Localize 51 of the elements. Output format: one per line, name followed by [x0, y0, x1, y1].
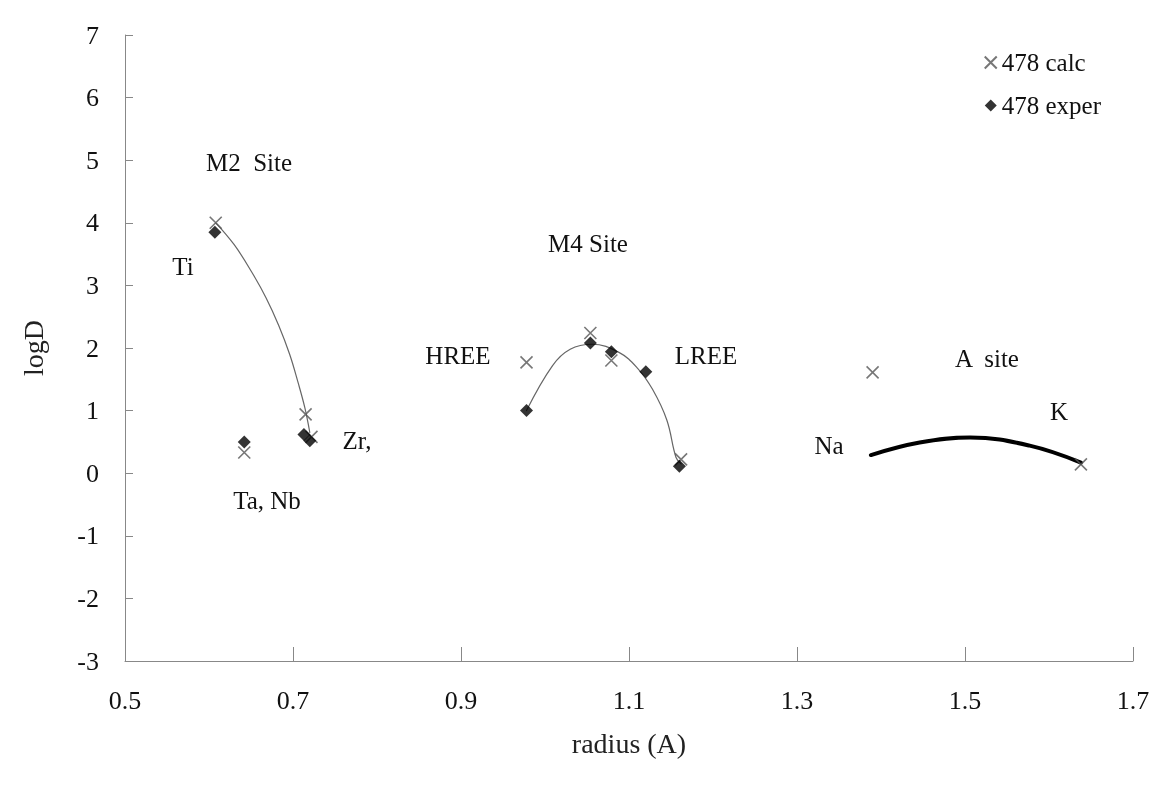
line-series: [868, 435, 1083, 465]
x-tick-label: 0.7: [276, 685, 310, 715]
y-tick-label: 1: [86, 396, 99, 426]
annotation: M2 Site: [205, 148, 293, 176]
annotation: Ti: [172, 252, 194, 280]
y-tick-label: 0: [86, 458, 99, 488]
point: [865, 365, 880, 380]
x-tick-label: 0.5: [108, 685, 142, 715]
point: [674, 452, 688, 467]
annotation: LREE: [674, 341, 738, 369]
point: [604, 353, 619, 368]
point: [519, 355, 534, 370]
annotation: HREE: [425, 341, 491, 369]
point: [639, 365, 653, 379]
annotation: Ta, Nb: [233, 486, 301, 514]
x-tick-label: 1.1: [612, 685, 646, 715]
annotation: Na: [814, 431, 844, 459]
x-tick-label: 0.9: [444, 685, 478, 715]
annotation: A site: [955, 344, 1019, 372]
point: [208, 216, 223, 230]
y-tick-label: 5: [86, 145, 99, 175]
point: [583, 326, 598, 340]
point: [520, 404, 534, 418]
x-tick-label: 1.5: [948, 685, 982, 715]
point: [1074, 457, 1088, 472]
annotation: K: [1049, 397, 1069, 425]
y-axis-title: logD: [17, 320, 49, 376]
point: [297, 427, 311, 441]
y-tick-label: 2: [86, 333, 99, 363]
point: [672, 459, 686, 473]
legend-label: 478 calc: [1001, 49, 1086, 76]
y-tick-label: -3: [77, 646, 99, 676]
y-tick-label: 6: [86, 83, 99, 113]
point: [583, 336, 597, 350]
point: [303, 434, 317, 448]
point: [237, 445, 252, 460]
y-tick-label: -1: [77, 521, 99, 551]
y-tick-label: -2: [77, 583, 99, 613]
y-tick-label: 4: [86, 208, 99, 238]
annotation: Zr,: [342, 426, 372, 454]
x-tick-label: 1.3: [780, 685, 814, 715]
point: [208, 225, 222, 239]
y-tick-label: 3: [86, 270, 99, 300]
annotation: M4 Site: [548, 229, 628, 257]
y-tick-label: 7: [86, 20, 99, 50]
point: [604, 345, 618, 359]
x-axis-title: radius (A): [571, 727, 687, 759]
point: [298, 407, 313, 422]
legend-label: 478 exper: [1001, 92, 1102, 119]
x-tick-label: 1.7: [1116, 685, 1150, 715]
point: [237, 435, 251, 449]
